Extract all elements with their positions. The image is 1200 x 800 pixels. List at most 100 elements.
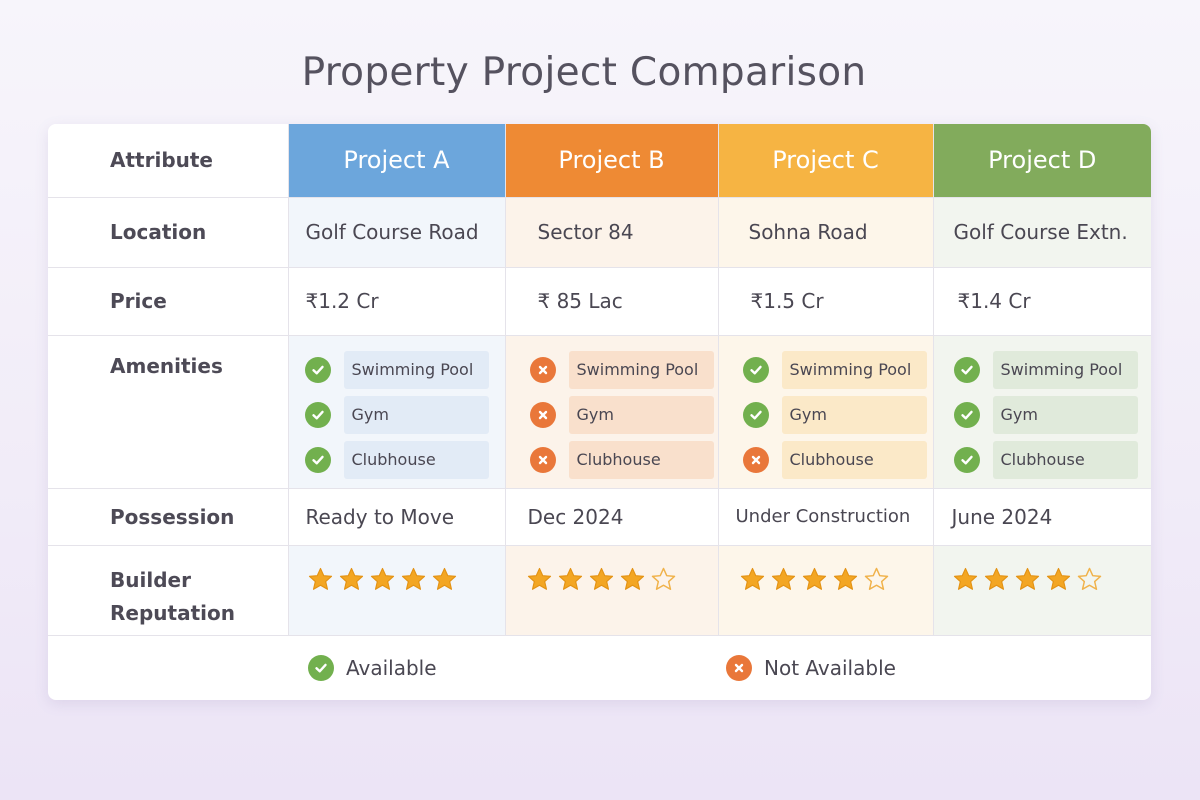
header-row: Attribute Project A Project B Project C … — [48, 124, 1151, 198]
amenity-clubhouse: Clubhouse — [992, 440, 1138, 479]
location-project-a: Golf Course Road — [288, 197, 506, 268]
amenity-gym: Gym — [343, 395, 489, 434]
amenity-item: Gym — [742, 392, 933, 437]
star-filled-icon — [308, 567, 332, 590]
star-filled-icon — [527, 567, 551, 590]
price-project-c: ₹1.5 Cr — [718, 267, 934, 336]
amenity-item: Clubhouse — [742, 437, 933, 482]
star-empty-icon — [1077, 567, 1101, 590]
amenity-gym: Gym — [568, 395, 714, 434]
amenity-item: Swimming Pool — [742, 347, 933, 392]
check-circle-icon — [953, 356, 980, 383]
amenities-project-c: Swimming Pool Gym Clubhouse — [718, 335, 934, 489]
amenities-project-d: Swimming Pool Gym Clubhouse — [933, 335, 1152, 489]
check-circle-icon — [304, 356, 331, 383]
star-filled-icon — [432, 567, 456, 590]
check-circle-icon — [308, 654, 334, 681]
amenity-swimming-pool: Swimming Pool — [992, 350, 1138, 389]
possession-row: Possession Ready to Move Dec 2024 Under … — [48, 488, 1151, 546]
star-filled-icon — [558, 567, 582, 590]
rating-project-d — [933, 545, 1151, 636]
x-circle-icon — [529, 401, 556, 428]
location-project-b: Sector 84 — [505, 197, 719, 268]
legend-available: Available — [308, 654, 437, 681]
header-project-d: Project D — [933, 124, 1151, 198]
star-filled-icon — [401, 567, 425, 590]
header-project-b: Project B — [505, 124, 719, 198]
header-attribute: Attribute — [48, 124, 289, 198]
amenity-item: Gym — [529, 392, 718, 437]
check-circle-icon — [742, 401, 769, 428]
amenity-item: Swimming Pool — [304, 347, 505, 392]
possession-project-d: June 2024 — [933, 488, 1151, 546]
x-circle-icon — [529, 446, 556, 473]
amenity-clubhouse: Clubhouse — [781, 440, 927, 479]
legend: Available Not Available — [48, 636, 1151, 700]
amenity-item: Swimming Pool — [529, 347, 718, 392]
star-filled-icon — [953, 567, 977, 590]
amenity-item: Gym — [953, 392, 1152, 437]
amenity-item: Clubhouse — [304, 437, 505, 482]
location-project-c: Sohna Road — [718, 197, 934, 268]
amenity-clubhouse: Clubhouse — [343, 440, 489, 479]
builder-reputation-row: Builder Reputation — [48, 545, 1151, 636]
price-project-a: ₹1.2 Cr — [288, 267, 506, 336]
star-filled-icon — [339, 567, 363, 590]
builder-reputation-label-line1: Builder — [110, 567, 191, 592]
amenity-swimming-pool: Swimming Pool — [781, 350, 927, 389]
star-filled-icon — [1046, 567, 1070, 590]
comparison-table: Attribute Project A Project B Project C … — [48, 124, 1151, 700]
header-project-c: Project C — [718, 124, 934, 198]
possession-project-a: Ready to Move — [288, 488, 506, 546]
star-filled-icon — [1015, 567, 1039, 590]
star-filled-icon — [620, 567, 644, 590]
rating-project-c — [718, 545, 934, 636]
legend-not-available-label: Not Available — [764, 655, 896, 680]
amenities-row: Amenities Swimming Pool Gym Clubhouse Swim… — [48, 335, 1152, 489]
amenity-item: Clubhouse — [529, 437, 718, 482]
amenity-item: Clubhouse — [953, 437, 1152, 482]
check-circle-icon — [953, 401, 980, 428]
x-circle-icon — [742, 446, 769, 473]
amenity-swimming-pool: Swimming Pool — [343, 350, 489, 389]
builder-reputation-label: Builder Reputation — [48, 545, 289, 636]
star-empty-icon — [864, 567, 888, 590]
star-empty-icon — [651, 567, 675, 590]
amenity-swimming-pool: Swimming Pool — [568, 350, 714, 389]
star-filled-icon — [589, 567, 613, 590]
star-filled-icon — [984, 567, 1008, 590]
location-project-d: Golf Course Extn. — [933, 197, 1151, 268]
location-row: Location Golf Course Road Sector 84 Sohn… — [48, 197, 1151, 268]
possession-project-b: Dec 2024 — [505, 488, 719, 546]
page-title: Property Project Comparison — [301, 50, 867, 95]
check-circle-icon — [953, 446, 980, 473]
star-filled-icon — [370, 567, 394, 590]
price-label: Price — [48, 267, 289, 336]
amenities-project-a: Swimming Pool Gym Clubhouse — [288, 335, 506, 489]
amenity-gym: Gym — [781, 395, 927, 434]
amenity-gym: Gym — [992, 395, 1138, 434]
comparison-grid: Attribute Project A Project B Project C … — [48, 124, 1151, 636]
star-filled-icon — [740, 567, 764, 590]
amenities-project-b: Swimming Pool Gym Clubhouse — [505, 335, 719, 489]
possession-label: Possession — [48, 488, 289, 546]
star-filled-icon — [833, 567, 857, 590]
star-filled-icon — [802, 567, 826, 590]
legend-available-label: Available — [346, 655, 437, 680]
rating-project-a — [288, 545, 506, 636]
amenity-item: Gym — [304, 392, 505, 437]
header-project-a: Project A — [288, 124, 506, 198]
price-row: Price ₹1.2 Cr ₹ 85 Lac ₹1.5 Cr ₹1.4 Cr — [48, 267, 1151, 336]
amenities-label: Amenities — [48, 335, 289, 489]
check-circle-icon — [742, 356, 769, 383]
amenity-clubhouse: Clubhouse — [568, 440, 714, 479]
rating-project-b — [505, 545, 719, 636]
check-circle-icon — [304, 401, 331, 428]
check-circle-icon — [304, 446, 331, 473]
possession-project-c: Under Construction — [718, 488, 934, 546]
amenity-item: Swimming Pool — [953, 347, 1152, 392]
builder-reputation-label-line2: Reputation — [110, 600, 235, 625]
x-circle-icon — [529, 356, 556, 383]
x-circle-icon — [726, 654, 752, 681]
star-filled-icon — [771, 567, 795, 590]
